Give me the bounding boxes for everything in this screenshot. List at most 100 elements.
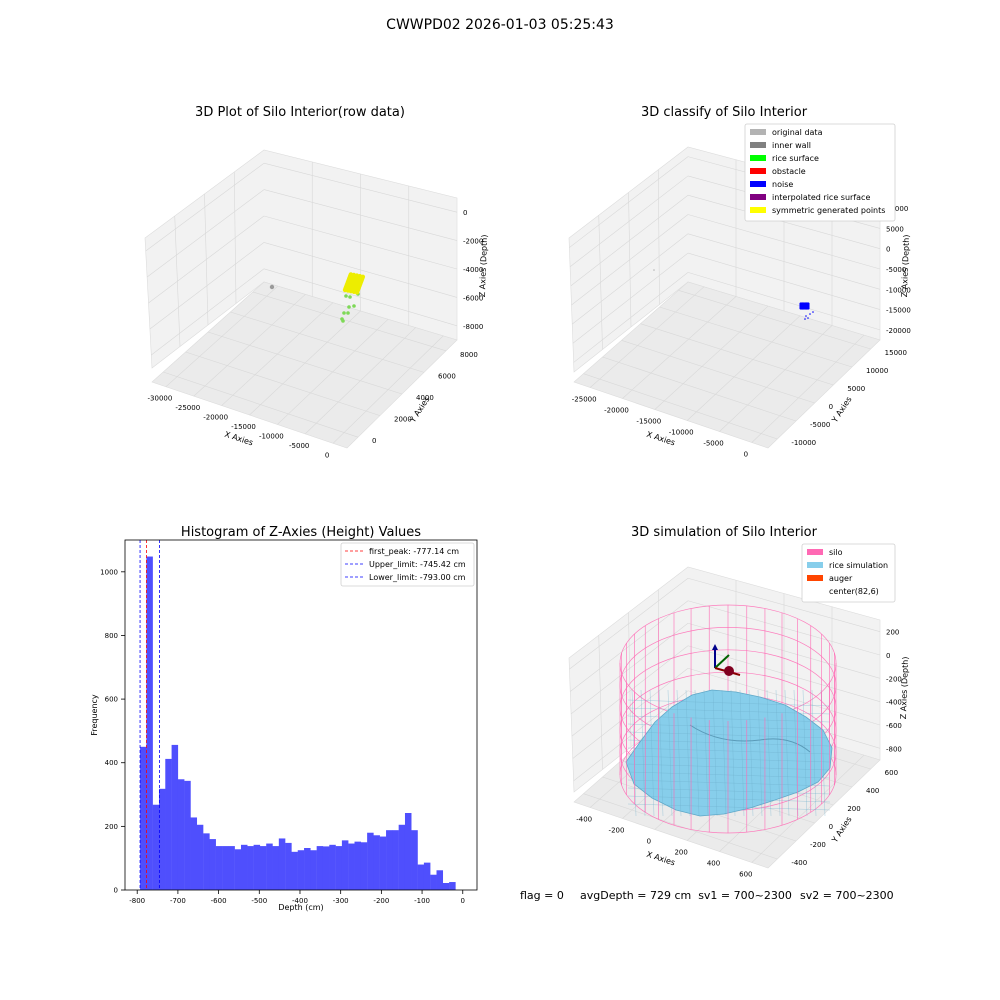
rice-mesh-line <box>784 689 790 817</box>
legend-label: first_peak: -777.14 cm <box>369 547 459 556</box>
rice-mesh-line <box>721 689 727 817</box>
rice-mesh-line <box>627 723 831 731</box>
histogram-bars <box>140 556 456 890</box>
classify-point <box>806 306 810 310</box>
grid-line <box>163 371 359 438</box>
x-tick-label: 200 <box>674 849 687 857</box>
histogram-bar <box>386 830 393 890</box>
grid-line <box>252 291 447 352</box>
z-arrowhead-icon <box>712 644 718 650</box>
legend-box <box>340 542 475 587</box>
x-tick-label: -25000 <box>572 396 597 404</box>
rice-mesh-line <box>627 731 831 739</box>
flag-status: flag = 0 <box>520 889 564 902</box>
histogram-bar <box>190 817 198 890</box>
rice-mesh-line <box>640 689 646 817</box>
histogram-bar <box>322 846 330 890</box>
y-tick-label: 0 <box>829 403 833 411</box>
y-tick-label: 1000 <box>100 568 118 576</box>
y-tick-label: 4000 <box>416 394 434 402</box>
legend-swatch <box>750 207 766 213</box>
legend-label: symmetric generated points <box>772 206 885 215</box>
histogram-bar <box>335 846 343 890</box>
y-tick-label: 200 <box>847 805 860 813</box>
avg-depth-status: avgDepth = 729 cm sv1 = 700~2300 <box>580 889 792 902</box>
legend-swatch <box>750 181 766 187</box>
raw-points <box>269 272 366 323</box>
z-tick-label: -600 <box>886 722 902 730</box>
histogram-title: Histogram of Z-Axies (Height) Values <box>181 525 421 540</box>
grid-line <box>628 192 632 328</box>
sim-z-axis-label: Z Axies (Depth) <box>899 656 910 719</box>
raw-data-panel: 3D Plot of Silo Interior(row data) -3000… <box>144 105 489 459</box>
histogram-y-label: Frequency <box>90 694 99 736</box>
z-tick-label: 5000 <box>886 225 904 233</box>
legend-label: original data <box>772 128 823 137</box>
classify-z-axis-label: Z Axies (Depth) <box>900 234 911 297</box>
histogram-bar <box>404 813 412 890</box>
rice-mesh-line <box>627 803 831 811</box>
y-tick-label: 2000 <box>394 416 412 424</box>
y-tick-label: 600 <box>885 769 898 777</box>
legend-label: rice surface <box>772 154 819 163</box>
rice-mesh-line <box>627 763 831 771</box>
raw-point <box>348 295 352 299</box>
grid-line <box>230 311 425 373</box>
x-tick-label: -200 <box>609 827 625 835</box>
x-tick-label: -25000 <box>175 404 200 412</box>
legend-swatch <box>750 168 766 174</box>
grid-line <box>751 334 865 443</box>
grid-line <box>654 305 769 410</box>
histogram-bar <box>215 846 223 890</box>
legend-label: Upper_limit: -745.42 cm <box>369 560 466 569</box>
grid-line <box>686 315 801 421</box>
x-tick-label: -5000 <box>289 442 309 450</box>
y-tick-label: 400 <box>105 759 118 767</box>
y-tick-label: 400 <box>866 787 879 795</box>
y-tick-label: 600 <box>105 696 118 704</box>
x-tick-label: -500 <box>251 897 267 905</box>
histogram-bar <box>203 833 210 890</box>
rice-mesh-line <box>627 779 831 787</box>
rice-mesh-line <box>627 715 831 723</box>
y-tick-label: 800 <box>105 632 118 640</box>
rice-mesh-line <box>802 689 808 817</box>
grid-line <box>583 793 778 860</box>
x-tick-label: -100 <box>414 897 430 905</box>
figure-title: CWWPD02 2026-01-03 05:25:43 <box>386 17 614 33</box>
grid-line <box>583 373 778 440</box>
rice-mesh-line <box>685 689 691 817</box>
sim-y-axis-label: Y Axies <box>830 815 854 845</box>
histogram-bar <box>272 846 280 890</box>
raw-point <box>269 284 275 290</box>
rice-mesh-line <box>739 689 745 817</box>
raw-tick-labels: -30000-25000-20000-15000-10000-500000200… <box>148 209 484 459</box>
legend-swatch <box>807 549 823 555</box>
rice-mesh-line <box>811 689 817 817</box>
legend-swatch <box>750 155 766 161</box>
classify-points <box>653 269 814 320</box>
grid-line <box>598 215 603 350</box>
z-tick-label: 0 <box>886 246 890 254</box>
rice-mesh-line <box>627 795 831 803</box>
histogram-bar <box>367 832 374 890</box>
legend-label: interpolated rice surface <box>772 193 870 202</box>
z-tick-label: -400 <box>886 699 902 707</box>
rice-ridge <box>689 724 811 753</box>
classify-point <box>807 317 809 319</box>
grid-line <box>207 331 403 395</box>
histogram-bar <box>348 843 355 890</box>
rice-mesh-line <box>631 689 637 817</box>
classify-point <box>805 315 807 317</box>
x-tick-label: -700 <box>170 897 186 905</box>
raw-grid <box>145 162 458 444</box>
simulation-title: 3D simulation of Silo Interior <box>631 525 818 540</box>
z-tick-label: -5000 <box>886 266 906 274</box>
legend-swatch <box>807 562 823 568</box>
rice-mesh-line <box>627 739 831 747</box>
grid-line <box>204 193 209 326</box>
classify-floor-pane <box>573 281 881 449</box>
grid-line <box>719 325 833 432</box>
histogram-bar <box>184 780 191 890</box>
